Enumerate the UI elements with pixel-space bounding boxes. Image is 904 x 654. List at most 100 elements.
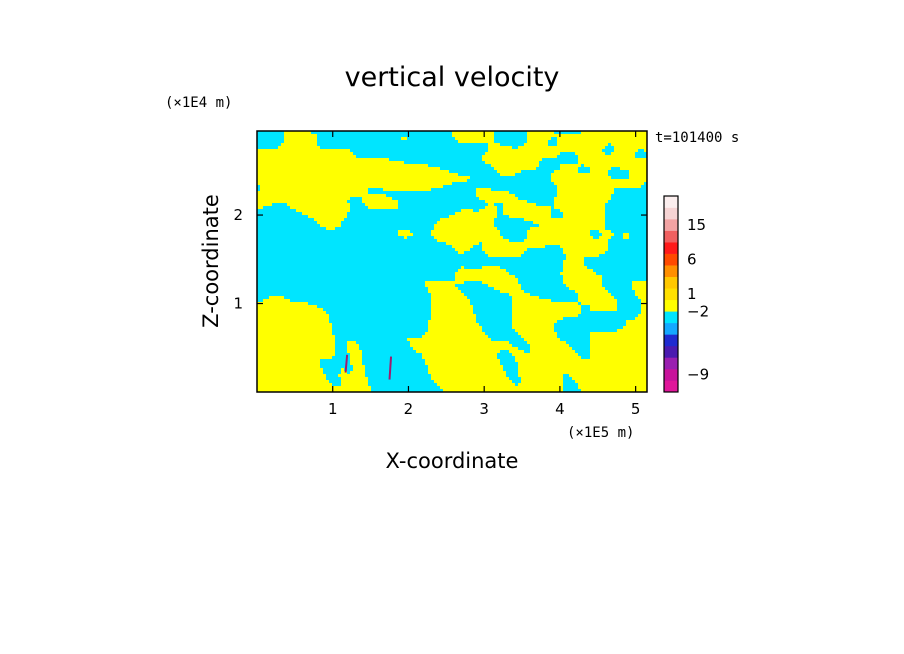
downdraft-cell <box>563 377 573 381</box>
updraft-cell <box>590 308 618 312</box>
updraft-cell <box>257 335 336 339</box>
downdraft-cell <box>257 188 261 192</box>
updraft-cell <box>404 236 408 240</box>
downdraft-cell <box>509 272 561 276</box>
updraft-cell <box>566 254 600 258</box>
colorbar-level <box>664 380 678 393</box>
updraft-cell <box>527 131 555 135</box>
downdraft-cell <box>407 236 435 240</box>
downdraft-cell <box>602 278 647 282</box>
updraft-cell <box>563 251 606 255</box>
updraft-cell <box>347 344 360 348</box>
downdraft-cell <box>476 314 513 318</box>
updraft-cell <box>431 377 510 381</box>
downdraft-cell <box>491 188 558 192</box>
downdraft-cell <box>584 257 647 261</box>
x-tick-label: 5 <box>631 400 641 418</box>
downdraft-cell <box>635 152 647 156</box>
updraft-cell <box>638 296 647 300</box>
downdraft-cell <box>347 212 456 216</box>
updraft-cell <box>485 152 561 156</box>
downdraft-cell <box>407 137 456 141</box>
updraft-cell <box>632 281 647 285</box>
updraft-cell <box>425 359 501 363</box>
updraft-cell <box>554 197 612 201</box>
downdraft-cell <box>257 251 459 255</box>
downdraft-cell <box>467 296 513 300</box>
updraft-cell <box>539 224 606 228</box>
updraft-cell <box>257 356 333 360</box>
updraft-cell <box>509 350 525 354</box>
updraft-cell <box>629 176 647 180</box>
downdraft-cell <box>563 389 582 392</box>
downdraft-cell <box>548 140 558 144</box>
time-label: t=101400 s <box>655 130 739 146</box>
updraft-cell <box>584 164 647 168</box>
downdraft-cell <box>557 155 579 159</box>
downdraft-cell <box>479 323 513 327</box>
updraft-cell <box>626 320 647 324</box>
updraft-cell <box>578 155 636 159</box>
updraft-cell <box>617 329 647 333</box>
downdraft-cell <box>614 188 647 192</box>
downdraft-cell <box>494 134 528 138</box>
updraft-cell <box>563 281 603 285</box>
colorbar-tick-label: 1 <box>687 285 697 303</box>
updraft-cell <box>410 341 510 345</box>
downdraft-cell <box>332 323 429 327</box>
downdraft-cell <box>611 176 630 180</box>
updraft-cell <box>482 155 558 159</box>
updraft-cell <box>527 140 549 144</box>
downdraft-cell <box>362 356 423 360</box>
downdraft-cell <box>320 359 351 363</box>
updraft-cell <box>407 338 492 342</box>
updraft-cell <box>482 158 543 162</box>
updraft-cell <box>569 287 606 291</box>
downdraft-cell <box>284 296 432 300</box>
updraft-cell <box>644 149 647 153</box>
updraft-cell <box>257 200 348 204</box>
downdraft-cell <box>614 191 647 195</box>
updraft-cell <box>431 317 477 321</box>
downdraft-cell <box>500 350 510 354</box>
downdraft-cell <box>497 227 531 231</box>
downdraft-cell <box>341 224 435 228</box>
updraft-cell <box>428 368 504 372</box>
updraft-cell <box>518 383 564 387</box>
downdraft-cell <box>257 140 285 144</box>
updraft-cell <box>551 179 647 183</box>
downdraft-cell <box>563 317 636 321</box>
downdraft-cell <box>545 245 561 249</box>
downdraft-cell <box>581 164 585 168</box>
updraft-cell <box>512 323 555 327</box>
downdraft-cell <box>641 185 647 189</box>
downdraft-cell <box>257 137 285 141</box>
downdraft-cell <box>335 353 351 357</box>
downdraft-cell <box>509 377 522 381</box>
downdraft-cell <box>530 293 579 297</box>
downdraft-cell <box>617 308 642 312</box>
updraft-cell <box>461 209 474 213</box>
downdraft-cell <box>329 380 342 384</box>
updraft-cell <box>578 383 647 387</box>
updraft-cell <box>284 134 318 138</box>
downdraft-cell <box>590 233 603 237</box>
downdraft-cell <box>257 212 303 216</box>
downdraft-cell <box>350 206 369 210</box>
downdraft-cell <box>257 269 459 273</box>
y-axis-ticks: 12 <box>233 206 647 313</box>
downdraft-cell <box>608 290 636 294</box>
downdraft-cell <box>524 290 576 294</box>
downdraft-cell <box>257 230 399 234</box>
downdraft-cell <box>542 158 579 162</box>
downdraft-cell <box>257 236 405 240</box>
updraft-cell <box>503 209 552 213</box>
updraft-cell <box>581 389 647 392</box>
updraft-cell <box>449 215 498 219</box>
updraft-cell <box>509 293 531 297</box>
downdraft-cell <box>512 380 522 384</box>
downdraft-cell <box>473 245 483 249</box>
downdraft-cell <box>323 368 342 372</box>
downdraft-cell <box>497 356 516 360</box>
updraft-cell <box>317 221 342 225</box>
